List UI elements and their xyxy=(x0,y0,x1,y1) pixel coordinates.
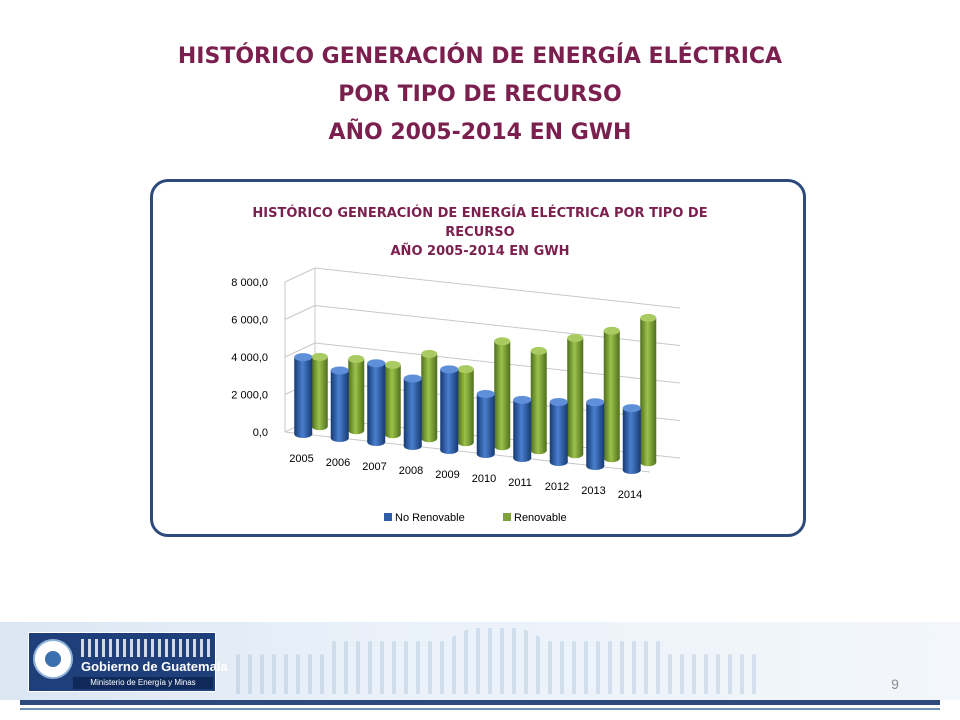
chart-legend: No Renovable Renovable xyxy=(384,512,567,524)
y-tick-label: 8 000,0 xyxy=(231,277,268,289)
x-tick-label: 2007 xyxy=(362,461,386,473)
y-tick-label: 6 000,0 xyxy=(231,315,268,327)
chart-title: HISTÓRICO GENERACIÓN DE ENERGÍA ELÉCTRIC… xyxy=(0,204,960,261)
bar-renovable-2014 xyxy=(640,313,657,467)
y-tick-label: 2 000,0 xyxy=(231,390,268,402)
logo-subtext: Ministerio de Energía y Minas xyxy=(73,677,213,689)
gridline-side xyxy=(284,342,316,358)
bar-renovable-2010 xyxy=(494,337,511,451)
bar-no-renovable-2014 xyxy=(622,404,641,474)
bar-no-renovable-2010 xyxy=(476,390,495,458)
y-tick-label: 4 000,0 xyxy=(231,352,268,364)
legend-swatch xyxy=(384,513,392,521)
bar-renovable-2006 xyxy=(348,355,365,435)
bar-renovable-2007 xyxy=(384,360,401,439)
bar-renovable-2008 xyxy=(421,349,438,443)
bar-no-renovable-2009 xyxy=(440,365,459,454)
slide-title: HISTÓRICO GENERACIÓN DE ENERGÍA ELÉCTRIC… xyxy=(60,38,900,152)
bar-renovable-2012 xyxy=(567,334,584,459)
bar-no-renovable-2007 xyxy=(367,359,386,446)
x-tick-label: 2010 xyxy=(472,473,496,485)
slide-title-line-3: AÑO 2005-2014 EN GWH xyxy=(328,120,632,145)
bar-no-renovable-2013 xyxy=(586,398,605,470)
bar-no-renovable-2012 xyxy=(549,398,568,466)
x-tick-label: 2009 xyxy=(435,469,459,481)
gridline-side xyxy=(284,305,316,320)
gridline-side xyxy=(284,267,316,283)
logo-text: Gobierno de Guatemala xyxy=(81,659,228,674)
slide-title-line-2: POR TIPO DE RECURSO xyxy=(338,82,622,107)
x-axis-ticks: 2005 2006 2007 2008 2009 2010 2011 2012 2013 2014 xyxy=(289,453,642,501)
chart-title-line-1: HISTÓRICO GENERACIÓN DE ENERGÍA ELÉCTRIC… xyxy=(252,206,708,221)
bar-no-renovable-2006 xyxy=(330,366,349,442)
bar-renovable-2011 xyxy=(530,346,547,455)
x-tick-label: 2008 xyxy=(399,465,423,477)
y-axis-ticks: 0,0 2 000,0 4 000,0 6 000,0 8 000,0 xyxy=(231,277,268,439)
bar-renovable-2009 xyxy=(457,365,474,447)
coat-of-arms-icon xyxy=(33,639,73,679)
x-tick-label: 2014 xyxy=(618,489,642,501)
slide-title-line-1: HISTÓRICO GENERACIÓN DE ENERGÍA ELÉCTRIC… xyxy=(177,44,783,69)
x-tick-label: 2011 xyxy=(508,477,532,489)
chart-bars xyxy=(294,313,657,474)
x-tick-label: 2006 xyxy=(326,457,350,469)
government-logo: Gobierno de Guatemala Ministerio de Ener… xyxy=(28,632,228,692)
bar-no-renovable-2011 xyxy=(513,395,532,462)
x-tick-label: 2013 xyxy=(581,485,605,497)
legend-label: Renovable xyxy=(514,512,567,524)
chart-frame xyxy=(150,179,806,537)
footer-rule-thin xyxy=(20,708,940,710)
x-tick-label: 2005 xyxy=(289,453,313,465)
legend-label: No Renovable xyxy=(395,512,465,524)
gridline xyxy=(314,267,681,309)
bar-no-renovable-2008 xyxy=(403,374,422,450)
legend-swatch xyxy=(503,513,511,521)
x-tick-label: 2012 xyxy=(545,481,569,493)
y-tick-label: 0,0 xyxy=(253,427,268,439)
chart-title-line-3: AÑO 2005-2014 EN GWH xyxy=(390,244,570,259)
chart-title-line-2: RECURSO xyxy=(445,225,515,240)
palace-icon xyxy=(81,639,211,657)
bar-renovable-2005 xyxy=(311,352,328,431)
footer-rule xyxy=(20,700,940,705)
bar-renovable-2013 xyxy=(603,326,620,463)
bar-no-renovable-2005 xyxy=(294,353,313,438)
page-number: 9 xyxy=(891,676,899,692)
